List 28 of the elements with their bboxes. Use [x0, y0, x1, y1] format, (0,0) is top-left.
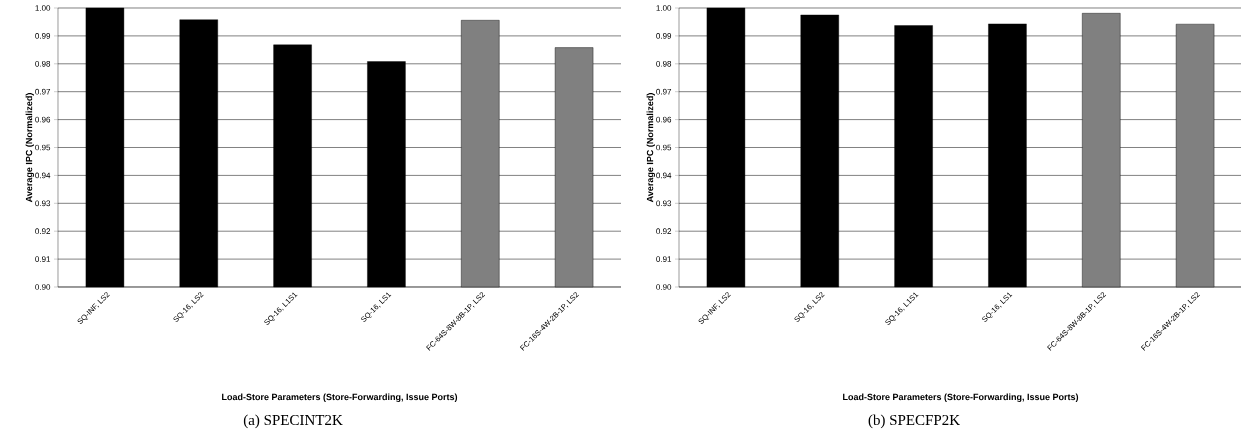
- y-tick-label: 0.95: [35, 144, 51, 151]
- y-tick-label: 0.90: [656, 284, 672, 290]
- y-tick-label: 0.97: [656, 88, 672, 95]
- y-axis-title: Average IPC (Normalized): [646, 93, 656, 203]
- y-tick-label: 0.91: [35, 256, 51, 262]
- y-tick-label: 0.91: [656, 256, 672, 262]
- y-tick-label: 0.98: [656, 60, 672, 67]
- y-tick-label: 0.99: [656, 33, 672, 39]
- y-tick-label: 0.99: [35, 33, 51, 39]
- x-axis-title: Load-Store Parameters (Store-Forwarding, Issue Ports): [222, 393, 458, 402]
- text: (b) SPECFP2K: [868, 414, 960, 429]
- y-tick-label: 0.94: [35, 172, 51, 179]
- y-tick-label: 1.00: [35, 5, 51, 11]
- y-tick-label: 0.92: [656, 228, 672, 235]
- y-tick-label: 0.97: [35, 88, 51, 95]
- y-tick-label: 0.95: [656, 144, 672, 151]
- y-tick-label: 0.94: [656, 172, 672, 179]
- y-tick-label: 0.96: [35, 116, 51, 123]
- y-axis-title: Average IPC (Normalized): [25, 93, 35, 203]
- y-tick-label: 0.93: [656, 200, 672, 207]
- y-tick-label: 0.98: [35, 60, 51, 67]
- y-tick-label: 0.96: [656, 116, 672, 123]
- text: (a) SPECINT2K: [243, 414, 343, 429]
- y-tick-label: 1.00: [656, 5, 672, 11]
- y-tick-label: 0.93: [35, 200, 51, 207]
- y-tick-label: 0.90: [35, 284, 51, 290]
- y-tick-label: 0.92: [35, 228, 51, 235]
- x-axis-title: Load-Store Parameters (Store-Forwarding, Issue Ports): [843, 393, 1079, 402]
